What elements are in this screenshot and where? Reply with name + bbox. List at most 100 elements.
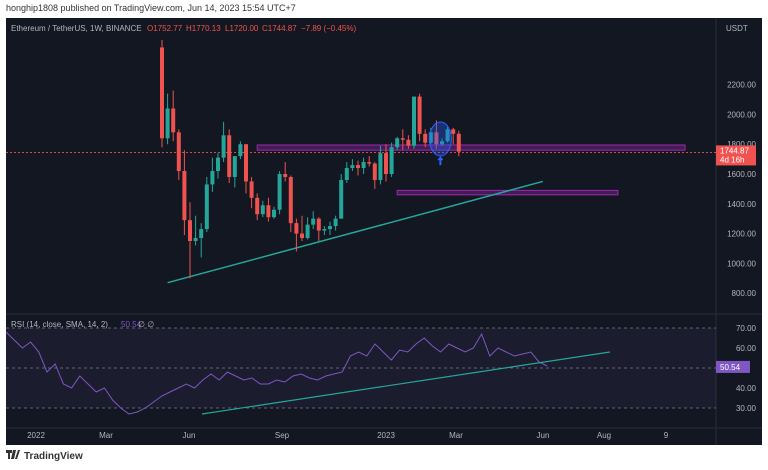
rsi-line [5,331,548,415]
candle-body [288,176,293,224]
candle-body [249,181,254,198]
rsi-layer [5,327,716,415]
candle-body [339,179,344,219]
candle-body [378,153,383,180]
overlay-layer: Ethereum / TetherUS, 1W, BINANCE O1752.7… [11,24,748,329]
resistance-zone [256,144,686,151]
candle-body [440,141,444,145]
candle-body [210,171,215,185]
candle-body [412,96,416,146]
countdown-label: 4d 16h [720,155,744,164]
ohlc-change: −7.89 (−0.45%) [301,24,356,33]
candle-body [311,218,316,225]
time-tick-label: Aug [597,431,611,440]
candle-body [428,132,433,143]
candle-body [372,163,377,180]
zones-layer [256,144,686,196]
highlight-ellipse [428,121,452,157]
candle-body [423,133,428,143]
time-tick-label: Sep [275,431,290,440]
candle-body [277,174,282,210]
rsi-trendline [201,351,611,415]
rsi-title: RSI (14, close, SMA, 14, 2) [11,320,108,329]
candle-body [260,205,265,215]
tradingview-logo-icon [6,450,20,462]
candle-body [244,144,248,182]
ohlc-low: L1720.00 [225,24,259,33]
rsi-tick-label: 30.00 [736,404,757,413]
candles-layer [160,40,461,279]
candle-body [283,174,288,177]
price-tick-label: 1400.00 [727,200,756,209]
candle-body [300,233,304,239]
rsi-header-value: 50.54 [121,320,142,329]
candle-body [266,205,271,218]
candle-body [361,162,366,169]
price-tick-label: 2200.00 [727,81,756,90]
candle-body [227,135,232,177]
candle-body [216,157,220,172]
candle-body [171,108,176,133]
ohlc-open: O1752.77 [147,24,183,33]
grid-layer [6,18,762,445]
candle-body [204,184,209,230]
candle-body [322,229,327,231]
candle-body [272,209,276,218]
time-tick-label: Mar [449,431,463,440]
price-tick-label: 1200.00 [727,230,756,239]
rsi-header-extra: ∅ ∅ [138,320,154,329]
candle-body [165,108,170,139]
candle-body [255,197,260,215]
rsi-value-label: 50.54 [720,363,741,372]
time-tick-label: Jun [537,431,550,440]
price-trendline [167,180,543,284]
candle-body [328,226,332,230]
chart-svg[interactable]: 2200.00 2000.00 1800.00 1600.00 1400.00 1200.… [5,18,762,445]
candle-body [305,224,310,239]
symbol-title: Ethereum / TetherUS, 1W, BINANCE [11,24,142,33]
trendline-layer [6,152,716,284]
chart-panel[interactable]: 2200.00 2000.00 1800.00 1600.00 1400.00 1200.… [5,18,762,445]
candle-body [434,132,439,145]
rsi-tick-label: 70.00 [736,324,757,333]
axes-layer: 2200.00 2000.00 1800.00 1600.00 1400.00 1200.… [27,81,756,440]
candle-body [417,96,422,134]
candle-body [367,162,372,164]
candle-body [456,133,461,152]
ohlc-close: C1744.87 [262,24,297,33]
rsi-tick-label: 60.00 [736,344,757,353]
publisher-caption: honghip1808 published on TradingView.com… [6,3,296,13]
last-price-badge [716,145,756,166]
time-tick-label: 9 [664,431,669,440]
footer-brand: TradingView [24,450,83,462]
candle-body [182,171,187,221]
time-tick-label: 2023 [377,431,395,440]
last-price-label: 1744.87 [720,146,749,155]
rsi-tick-label: 40.00 [736,384,757,393]
price-tick-label: 1000.00 [727,259,756,268]
time-tick-label: 2022 [27,431,45,440]
candle-body [389,147,394,174]
candle-body [294,223,299,234]
time-tick-label: Mar [99,431,113,440]
price-tick-label: 1600.00 [727,170,756,179]
candle-body [333,218,338,227]
candle-body [160,47,164,139]
time-tick-label: Jun [183,431,196,440]
candle-body [384,153,388,174]
candle-body [451,129,456,134]
candle-body [350,165,355,169]
price-tick-label: 800.00 [732,289,757,298]
candle-body [176,132,181,172]
currency-label: USDT [726,24,748,33]
arrow-up-icon [437,156,444,166]
candle-body [344,168,349,180]
candle-body [316,218,321,231]
candle-body [400,138,405,140]
rsi-value-badge [716,360,750,373]
candle-body [221,135,226,158]
footer: TradingView [6,450,83,462]
candle-body [395,138,400,148]
candle-body [193,238,198,241]
candle-body [238,144,243,157]
